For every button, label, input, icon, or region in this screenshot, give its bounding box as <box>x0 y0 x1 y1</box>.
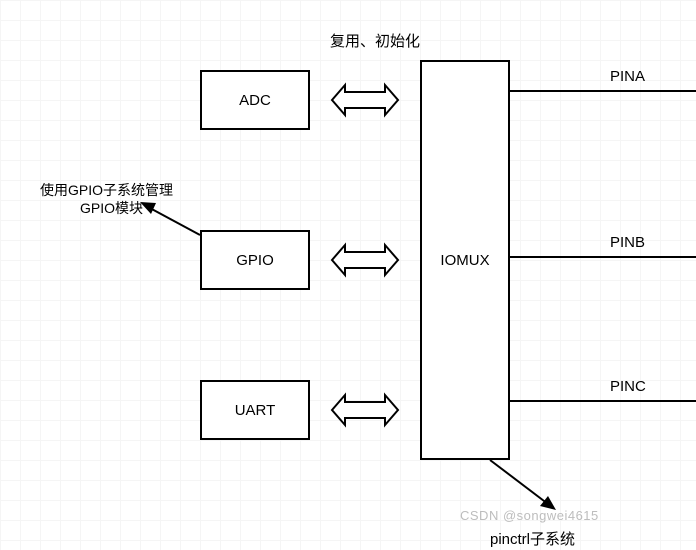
pin-c-label: PINC <box>610 378 646 395</box>
gpio-note-line2: GPIO模块 <box>80 198 143 218</box>
node-gpio-label: GPIO <box>236 252 274 269</box>
pin-a-label: PINA <box>610 68 645 85</box>
node-iomux: IOMUX <box>420 60 510 460</box>
pin-b-label: PINB <box>610 234 645 251</box>
pin-b-line <box>510 256 696 258</box>
node-uart: UART <box>200 380 310 440</box>
watermark-text: CSDN @songwei4615 <box>460 508 599 523</box>
pinctrl-label: pinctrl子系统 <box>490 528 575 549</box>
node-uart-label: UART <box>235 402 276 419</box>
node-gpio: GPIO <box>200 230 310 290</box>
node-adc: ADC <box>200 70 310 130</box>
pin-a-line <box>510 90 696 92</box>
node-iomux-label: IOMUX <box>440 252 489 269</box>
diagram-title: 复用、初始化 <box>330 30 420 51</box>
node-adc-label: ADC <box>239 92 271 109</box>
background-grid <box>0 0 696 550</box>
pin-c-line <box>510 400 696 402</box>
gpio-note-line1: 使用GPIO子系统管理 <box>40 180 173 200</box>
